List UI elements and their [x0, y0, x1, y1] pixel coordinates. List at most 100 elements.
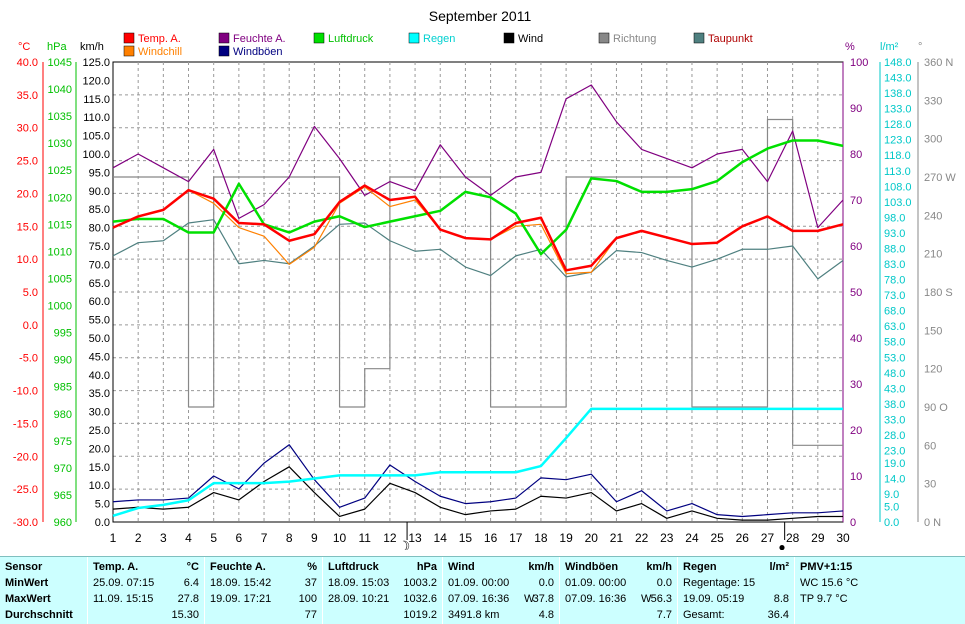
stats-col-pmv: PMV+1:15 WC 15.6 °C TP 9.7 °C: [795, 557, 965, 624]
press-tick-label: 965: [54, 490, 72, 502]
temp-tick-label: -15.0: [13, 418, 38, 430]
press-tick-label: 1025: [48, 165, 72, 177]
wind-tick-label: 105.0: [82, 131, 110, 143]
hum-tick-label: 90: [850, 103, 862, 115]
dir-tick-label: 240: [924, 210, 942, 222]
press-tick-label: 990: [54, 355, 72, 367]
temp-tick-label: 0.0: [23, 320, 38, 332]
rain-tick-label: 48.0: [884, 368, 905, 380]
stats-hum-avg: 77: [304, 609, 317, 621]
rain-tick-label: 43.0: [884, 383, 905, 395]
stats-press-max-val: 1032.6: [403, 593, 437, 605]
stats-hum-max-val: 100: [298, 593, 317, 605]
dir-tick-label: 120: [924, 364, 942, 376]
hum-tick-label: 0: [850, 517, 856, 529]
temp-tick-label: -30.0: [13, 517, 38, 529]
temp-tick-label: 10.0: [17, 254, 38, 266]
stats-temp-avg: 15.30: [171, 609, 199, 621]
x-tick-label: 6: [236, 531, 243, 545]
x-tick-label: 8: [286, 531, 293, 545]
dir-tick-label: 30: [924, 479, 936, 491]
stats-row-avg: Durchschnitt: [5, 609, 73, 621]
rain-tick-label: 83.0: [884, 259, 905, 271]
legend-label-luftdruck: Luftdruck: [328, 33, 374, 45]
x-tick-label: 23: [660, 531, 674, 545]
press-tick-label: 995: [54, 328, 72, 340]
hum-tick-label: 80: [850, 149, 862, 161]
legend-label-richtung: Richtung: [613, 33, 656, 45]
temp-tick-label: 35.0: [17, 90, 38, 102]
wind-tick-label: 65.0: [89, 278, 110, 290]
dir-tick-label: 60: [924, 440, 936, 452]
chart-grid: [112, 61, 844, 523]
rain-tick-label: 128.0: [884, 119, 912, 131]
statistics-panel: Sensor MinWert MaxWert Durchschnitt Temp…: [0, 556, 965, 624]
temp-tick-label: -25.0: [13, 484, 38, 496]
legend-label-windchill: Windchill: [138, 46, 182, 58]
temp-tick-label: 40.0: [17, 57, 38, 69]
x-tick-label: 22: [635, 531, 649, 545]
temp-tick-label: 25.0: [17, 156, 38, 168]
wind-tick-label: 115.0: [83, 94, 110, 106]
stats-hum-max-time: 17:21: [243, 593, 272, 605]
hum-tick-label: 70: [850, 195, 862, 207]
wind-tick-label: 75.0: [89, 241, 110, 253]
rain-tick-label: 148.0: [884, 57, 912, 69]
wind-tick-label: 125.0: [82, 57, 110, 69]
stats-wind-distance: 3491.8 km: [448, 609, 500, 621]
stats-press-min-val: 1003.2: [403, 577, 437, 589]
stats-gust-min-time: 00:00: [598, 577, 627, 589]
stats-press-unit: hPa: [416, 561, 437, 573]
stats-gust-min-val: 0.0: [656, 577, 672, 589]
rain-tick-label: 73.0: [884, 290, 905, 302]
legend-label-windböen: Windböen: [233, 46, 283, 58]
rain-tick-label: 38.0: [884, 399, 905, 411]
press-tick-label: 1045: [48, 57, 72, 69]
chart-axes: 40.035.030.025.020.015.010.05.00.0-5.0-1…: [13, 57, 956, 545]
wind-tick-label: 20.0: [89, 443, 110, 455]
stats-row-min: MinWert: [5, 577, 49, 589]
dir-tick-label: 0 N: [924, 517, 941, 529]
legend-swatch-richtung: [598, 32, 610, 44]
x-tick-label: 14: [434, 531, 448, 545]
wind-tick-label: 60.0: [89, 296, 110, 308]
stats-press-min-date: 18.09.: [328, 577, 359, 589]
stats-rain-days: Regentage: 15: [683, 577, 756, 589]
press-tick-label: 1010: [48, 246, 72, 258]
rain-tick-label: 118.0: [884, 150, 911, 162]
temp-unit-label: °C: [18, 41, 30, 53]
wind-tick-label: 30.0: [89, 407, 110, 419]
chart-legend: Temp. A.Windchill Feuchte A. Luftdruck Rege…: [123, 32, 753, 58]
press-tick-label: 1030: [48, 138, 72, 150]
x-tick-label: 2: [135, 531, 142, 545]
press-unit-label: hPa: [47, 41, 67, 53]
dir-tick-label: 270 W: [924, 172, 956, 184]
press-tick-label: 975: [54, 436, 72, 448]
dir-tick-label: 300: [924, 134, 942, 146]
press-tick-label: 1015: [48, 219, 72, 231]
stats-gust-header: Windböen: [565, 561, 619, 573]
press-tick-label: 1005: [48, 273, 72, 285]
wind-tick-label: 80.0: [89, 223, 110, 235]
x-tick-label: 11: [358, 531, 371, 545]
stats-col-gust: Windböen km/h 01.09. 00:00 0.0 07.09. 16:3…: [560, 557, 678, 624]
stats-rain-unit: l/m²: [769, 561, 789, 573]
stats-temp-unit: °C: [186, 561, 199, 573]
x-tick-label: 1: [110, 531, 117, 545]
press-tick-label: 1020: [48, 192, 72, 204]
x-tick-label: 15: [459, 531, 473, 545]
dir-tick-label: 150: [924, 325, 942, 337]
legend-label-regen: Regen: [423, 33, 455, 45]
x-tick-label: 7: [261, 531, 268, 545]
stats-hum-min-date: 18.09.: [210, 577, 241, 589]
stats-wind-max-time: 16:36: [481, 593, 510, 605]
stats-temp-min-date: 25.09.: [93, 577, 124, 589]
temp-tick-label: 30.0: [17, 123, 38, 135]
wind-tick-label: 0.0: [95, 517, 110, 529]
legend-label-taupunkt: Taupunkt: [708, 33, 753, 45]
stats-hum-min-val: 37: [304, 577, 317, 589]
legend-swatch-feuchte-a: [218, 32, 230, 44]
stats-rain-total: 36.4: [767, 609, 789, 621]
legend-label-feuchte-a: Feuchte A.: [233, 33, 286, 45]
rain-tick-label: 78.0: [884, 275, 905, 287]
